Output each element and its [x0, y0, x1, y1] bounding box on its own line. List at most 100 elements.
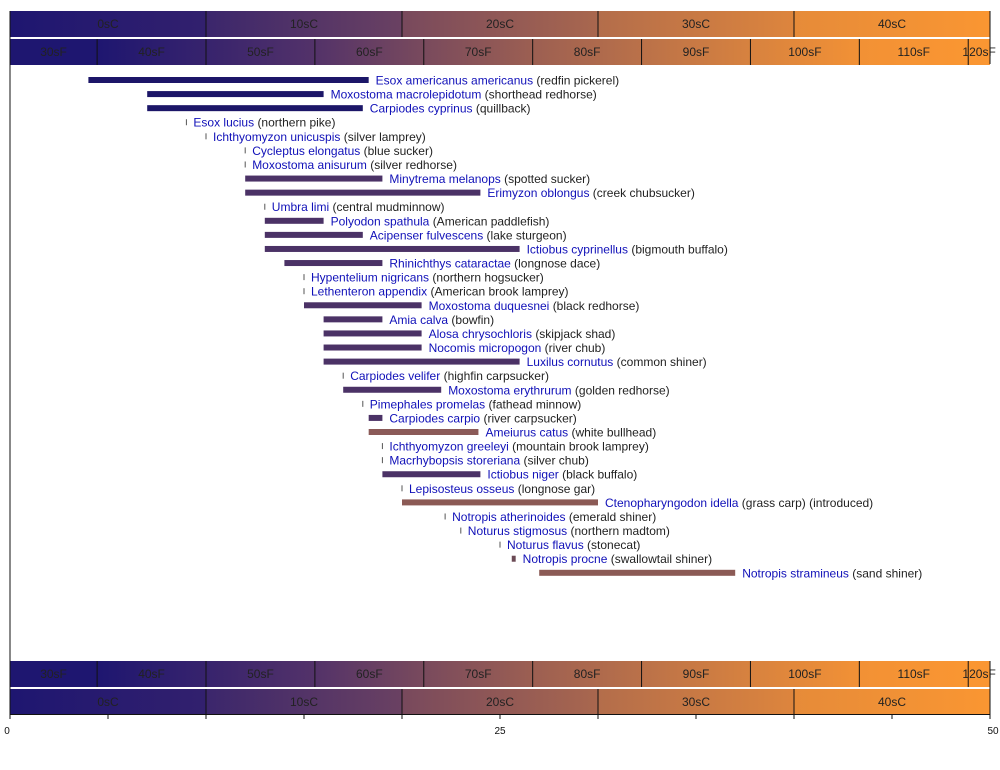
common-name: (stonecat): [587, 538, 640, 552]
range-bar: [401, 485, 403, 492]
species-label: Minytrema melanops (spotted sucker): [389, 172, 590, 186]
scientific-name[interactable]: Erimyzon oblongus: [487, 186, 589, 200]
x-tick-label: 0: [4, 726, 10, 737]
range-bar: [323, 330, 422, 337]
fahrenheit-band-label: 120sF: [962, 667, 995, 681]
common-name: (silver redhorse): [370, 158, 457, 172]
common-name: (mountain brook lamprey): [512, 440, 649, 454]
fahrenheit-band-fill: [97, 39, 206, 65]
scientific-name[interactable]: Ctenopharyngodon idella: [605, 496, 739, 510]
scientific-name[interactable]: Esox lucius: [193, 116, 254, 130]
scientific-name[interactable]: Nocomis micropogon: [429, 341, 542, 355]
fahrenheit-band-70sF: 70sF: [423, 39, 533, 65]
fahrenheit-band-100sF: 100sF: [749, 39, 860, 65]
fahrenheit-band-label: 70sF: [465, 667, 492, 681]
species-row: Pimephales promelas (fathead minnow): [362, 397, 581, 411]
species-label: Polyodon spathula (American paddlefish): [331, 214, 550, 228]
scientific-name[interactable]: Lethenteron appendix: [311, 285, 427, 299]
scientific-name[interactable]: Carpiodes carpio: [389, 411, 480, 425]
species-row: Ictiobus niger (black buffalo): [382, 468, 637, 482]
scientific-name[interactable]: Noturus flavus: [507, 538, 584, 552]
scientific-name[interactable]: Moxostoma erythrurum: [448, 383, 571, 397]
range-bar: [147, 91, 324, 98]
species-row: Lethenteron appendix (American brook lam…: [303, 285, 569, 299]
scientific-name[interactable]: Noturus stigmosus: [468, 524, 567, 538]
scientific-name[interactable]: Carpiodes cyprinus: [370, 102, 473, 116]
scientific-name[interactable]: Amia calva: [389, 313, 448, 327]
fahrenheit-band-fill: [10, 39, 98, 65]
species-row: Ichthyomyzon greeleyi (mountain brook la…: [381, 440, 649, 454]
range-bar: [147, 105, 363, 112]
range-bar: [402, 499, 598, 506]
scientific-name[interactable]: Ichthyomyzon greeleyi: [389, 440, 508, 454]
fahrenheit-band-fill: [532, 39, 642, 65]
scientific-name[interactable]: Alosa chrysochloris: [429, 327, 532, 341]
scientific-name[interactable]: Moxostoma macrolepidotum: [331, 88, 482, 102]
common-name: (longnose gar): [518, 482, 595, 496]
fahrenheit-band-label: 80sF: [574, 45, 601, 59]
common-name: (skipjack shad): [535, 327, 615, 341]
scientific-name[interactable]: Notropis procne: [523, 552, 608, 566]
scientific-name[interactable]: Carpiodes velifer: [350, 369, 440, 383]
common-name: (central mudminnow): [332, 200, 444, 214]
common-name: (sand shiner): [852, 566, 922, 580]
species-row: Esox lucius (northern pike): [185, 116, 335, 130]
celsius-band-label: 10sC: [290, 17, 318, 31]
celsius-band-fill: [598, 11, 794, 37]
species-row: Ictiobus cyprinellus (bigmouth buffalo): [264, 242, 728, 256]
fahrenheit-band-fill: [968, 39, 990, 65]
species-label: Esox americanus americanus (redfin picke…: [376, 74, 619, 88]
scientific-name[interactable]: Rhinichthys cataractae: [389, 257, 511, 271]
species-label: Noturus stigmosus (northern madtom): [468, 524, 670, 538]
scientific-name[interactable]: Polyodon spathula: [331, 214, 430, 228]
fahrenheit-band-label: 110sF: [898, 45, 930, 59]
scientific-name[interactable]: Minytrema melanops: [389, 172, 500, 186]
range-bar: [444, 513, 446, 520]
fahrenheit-band-80sF: 80sF: [532, 39, 642, 65]
fahrenheit-band-90sF: 90sF: [641, 661, 751, 687]
scientific-name[interactable]: Moxostoma duquesnei: [429, 299, 550, 313]
scientific-name[interactable]: Ictiobus cyprinellus: [527, 242, 628, 256]
scientific-name[interactable]: Umbra limi: [272, 200, 329, 214]
scientific-name[interactable]: Hypentelium nigricans: [311, 271, 429, 285]
scientific-name[interactable]: Luxilus cornutus: [527, 355, 614, 369]
celsius-band-fill: [206, 689, 402, 715]
scientific-name[interactable]: Acipenser fulvescens: [370, 228, 483, 242]
common-name: (river chub): [545, 341, 606, 355]
scientific-name[interactable]: Ictiobus niger: [487, 468, 558, 482]
species-label: Carpiodes carpio (river carpsucker): [389, 411, 576, 425]
species-row: Amia calva (bowfin): [323, 313, 494, 327]
scientific-name[interactable]: Macrhybopsis storeriana: [389, 454, 520, 468]
species-label: Ameiurus catus (white bullhead): [485, 426, 656, 440]
scientific-name[interactable]: Cycleptus elongatus: [252, 144, 360, 158]
scientific-name[interactable]: Ichthyomyzon unicuspis: [213, 130, 340, 144]
range-bar: [264, 203, 266, 210]
scientific-name[interactable]: Esox americanus americanus: [376, 74, 533, 88]
species-row: Notropis procne (swallowtail shiner): [511, 552, 712, 566]
fahrenheit-band-fill: [206, 39, 315, 65]
scientific-name[interactable]: Pimephales promelas: [370, 397, 485, 411]
scientific-name[interactable]: Notropis atherinoides: [452, 510, 565, 524]
range-bar: [381, 443, 383, 450]
species-row: Noturus flavus (stonecat): [499, 538, 640, 552]
fahrenheit-band-50sF: 50sF: [205, 661, 315, 687]
fahrenheit-band-label: 50sF: [247, 667, 274, 681]
range-bar: [244, 161, 246, 168]
range-bar: [368, 429, 479, 435]
scientific-name[interactable]: Moxostoma anisurum: [252, 158, 367, 172]
species-row: Umbra limi (central mudminnow): [264, 200, 445, 214]
scientific-name[interactable]: Ameiurus catus: [485, 426, 568, 440]
species-label: Ctenopharyngodon idella (grass carp) (in…: [605, 496, 873, 510]
scientific-name[interactable]: Notropis stramineus: [742, 566, 849, 580]
common-name: (northern pike): [257, 116, 335, 130]
species-row: Hypentelium nigricans (northern hogsucke…: [303, 271, 544, 285]
fahrenheit-band-70sF: 70sF: [423, 661, 533, 687]
fahrenheit-band-label: 80sF: [574, 667, 601, 681]
range-bar: [303, 288, 305, 295]
fahrenheit-band-label: 50sF: [247, 45, 274, 59]
range-bar: [499, 541, 501, 548]
common-name: (blue sucker): [364, 144, 433, 158]
species-label: Pimephales promelas (fathead minnow): [370, 397, 581, 411]
scientific-name[interactable]: Lepisosteus osseus: [409, 482, 514, 496]
